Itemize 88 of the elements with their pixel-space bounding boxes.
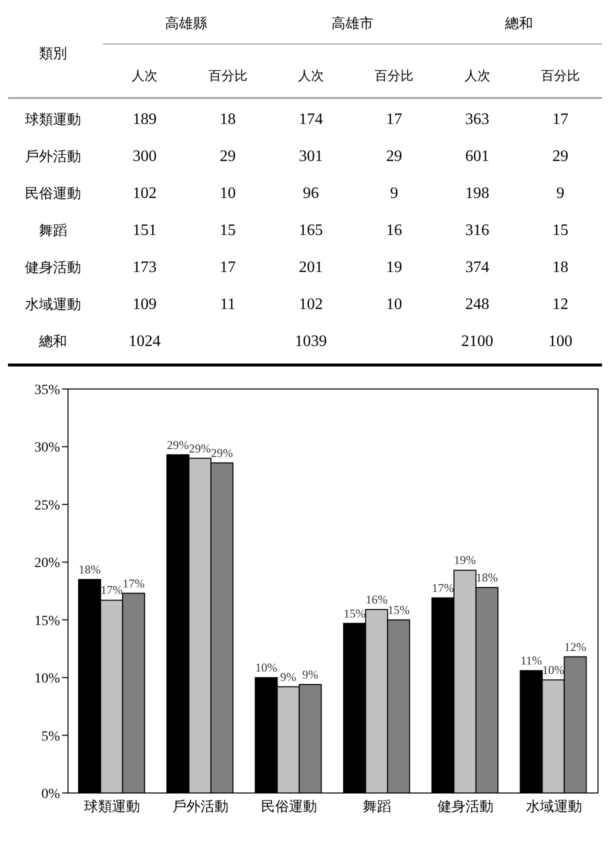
y-tick-label: 0% xyxy=(41,786,60,802)
x-tick-label: 健身活動 xyxy=(438,798,494,815)
data-label: 601 xyxy=(465,148,490,165)
y-tick-label: 總和 xyxy=(38,334,67,350)
data-label: 18% xyxy=(78,562,101,576)
x-tick-label: 戶外活動 xyxy=(172,798,228,815)
x-tick-label: 舞蹈 xyxy=(363,798,392,815)
data-label: 9 xyxy=(556,185,564,202)
data-label: 301 xyxy=(298,148,323,165)
data-label: 96 xyxy=(302,185,319,202)
y-tick-label: 35% xyxy=(34,382,60,398)
y-tick-label: 30% xyxy=(34,440,60,456)
data-label: 15% xyxy=(344,606,366,620)
data-label: 173 xyxy=(132,259,157,276)
y-tick-label: 舞蹈 xyxy=(39,223,67,239)
data-label: 9% xyxy=(302,667,318,682)
data-label: 29% xyxy=(210,446,233,460)
data-label: 9% xyxy=(280,670,296,684)
data-label: 1024 xyxy=(128,333,161,350)
y-tick-label: 10% xyxy=(34,672,60,687)
data-label: 189 xyxy=(132,111,157,128)
data-label: 29 xyxy=(552,148,568,165)
data-label: 12 xyxy=(552,296,568,313)
data-label: 151 xyxy=(132,222,157,239)
data-label: 16 xyxy=(386,222,402,239)
data-label: 248 xyxy=(465,296,490,313)
y-tick-label: 15% xyxy=(34,614,60,629)
y-tick-label: 水域運動 xyxy=(25,297,81,313)
x-tick-label: 人次 xyxy=(132,68,158,83)
data-label: 18% xyxy=(476,570,498,585)
x-tick-label: 球類運動 xyxy=(84,798,140,815)
text: 總和 xyxy=(504,16,533,32)
data-label: 17% xyxy=(432,580,454,595)
data-label: 19 xyxy=(386,259,402,276)
x-tick-label: 人次 xyxy=(464,68,490,83)
data-label: 174 xyxy=(298,111,323,128)
text: 高雄縣 xyxy=(165,16,208,32)
y-tick-label: 球類運動 xyxy=(25,112,81,128)
x-tick-label: 人次 xyxy=(298,68,324,83)
y-tick-label: 25% xyxy=(34,498,60,514)
y-tick-label: 20% xyxy=(34,556,60,572)
x-tick-label: 百分比 xyxy=(208,68,248,83)
text: 高雄市 xyxy=(332,16,374,32)
data-label: 374 xyxy=(465,259,490,276)
data-label: 9 xyxy=(390,185,398,202)
data-label: 15 xyxy=(552,222,568,239)
x-tick-label: 水域運動 xyxy=(526,798,582,815)
x-tick-label: 民俗運動 xyxy=(260,798,317,815)
data-label: 300 xyxy=(132,148,157,165)
data-label: 19% xyxy=(454,553,476,568)
data-label: 17 xyxy=(386,111,402,128)
data-label: 10% xyxy=(255,660,278,675)
data-label: 165 xyxy=(298,222,323,239)
y-tick-label: 5% xyxy=(41,729,60,744)
data-label: 17 xyxy=(552,111,568,128)
data-label: 11 xyxy=(220,296,236,313)
x-tick-label: 百分比 xyxy=(540,68,580,83)
data-label: 1039 xyxy=(294,333,327,350)
data-label: 102 xyxy=(132,185,157,202)
data-label: 17% xyxy=(100,583,123,598)
data-label: 29 xyxy=(386,148,402,165)
x-tick-label: 百分比 xyxy=(374,68,414,83)
data-label: 29% xyxy=(166,438,189,452)
data-label: 2100 xyxy=(461,333,494,350)
data-label: 12% xyxy=(564,640,586,654)
data-label: 363 xyxy=(465,111,490,128)
data-label: 11% xyxy=(520,654,542,668)
data-label: 15% xyxy=(388,602,410,617)
data-label: 17% xyxy=(122,576,145,590)
y-tick-label: 民俗運動 xyxy=(25,186,81,202)
data-label: 15 xyxy=(220,222,236,239)
text: 類別 xyxy=(39,46,67,62)
data-label: 10 xyxy=(220,185,236,202)
data-label: 10 xyxy=(386,296,402,313)
data-label: 18 xyxy=(220,111,236,128)
data-label: 17 xyxy=(220,259,236,276)
data-label: 29% xyxy=(188,441,211,456)
data-label: 100 xyxy=(548,333,572,350)
data-label: 18 xyxy=(552,259,568,276)
y-tick-label: 戶外活動 xyxy=(25,149,81,165)
data-label: 102 xyxy=(298,296,323,313)
data-label: 201 xyxy=(298,259,323,276)
data-label: 316 xyxy=(465,222,490,239)
data-label: 29 xyxy=(220,148,236,165)
data-label: 109 xyxy=(132,296,157,313)
y-tick-label: 健身活動 xyxy=(25,260,81,276)
data-label: 16% xyxy=(366,592,388,606)
data-label: 198 xyxy=(465,185,490,202)
